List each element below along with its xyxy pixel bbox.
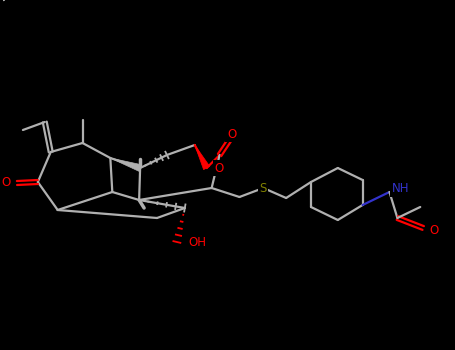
- Text: O: O: [215, 161, 224, 175]
- Text: O: O: [227, 127, 236, 140]
- Polygon shape: [110, 158, 141, 171]
- Text: O: O: [2, 176, 11, 189]
- Text: O: O: [429, 224, 439, 238]
- Text: OH: OH: [189, 236, 207, 248]
- Text: NH: NH: [391, 182, 409, 196]
- Text: S: S: [260, 182, 267, 195]
- Polygon shape: [195, 145, 210, 170]
